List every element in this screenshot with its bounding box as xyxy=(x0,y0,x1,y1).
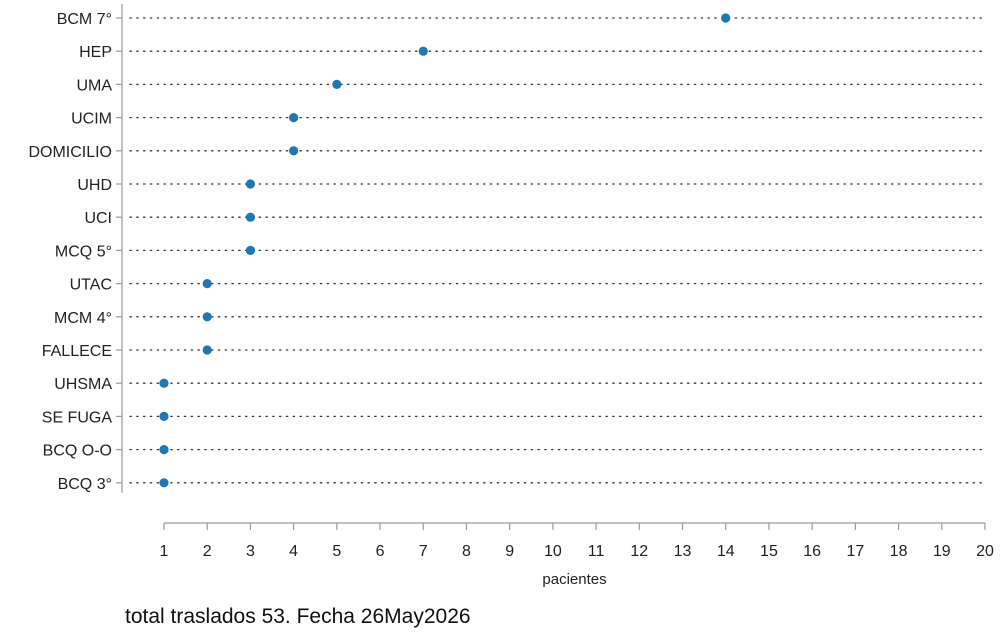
category-label: MCM 4° xyxy=(54,310,112,327)
x-tick-label: 15 xyxy=(760,543,778,560)
category-label: UCIM xyxy=(71,111,112,128)
data-point xyxy=(202,279,212,289)
x-tick-label: 16 xyxy=(803,543,821,560)
category-label: SE FUGA xyxy=(42,409,113,426)
x-tick-label: 17 xyxy=(846,543,864,560)
category-label: UMA xyxy=(76,77,112,94)
x-tick-label: 8 xyxy=(462,543,471,560)
data-point xyxy=(721,13,731,23)
x-tick-label: 10 xyxy=(544,543,562,560)
category-label: DOMICILIO xyxy=(28,144,112,161)
x-tick-label: 7 xyxy=(419,543,428,560)
x-tick-label: 4 xyxy=(289,543,298,560)
data-point xyxy=(418,46,428,56)
x-axis-title: pacientes xyxy=(542,571,606,588)
category-label: BCM 7° xyxy=(57,11,112,28)
data-point xyxy=(245,245,256,255)
category-label: FALLECE xyxy=(42,343,112,360)
x-tick-label: 9 xyxy=(505,543,514,560)
x-tick-label: 3 xyxy=(246,543,255,560)
data-point xyxy=(159,378,169,388)
data-point xyxy=(245,179,256,189)
data-point xyxy=(159,478,169,488)
x-tick-label: 1 xyxy=(160,543,169,560)
data-point xyxy=(202,345,212,355)
x-tick-label: 14 xyxy=(717,543,735,560)
x-tick-label: 19 xyxy=(933,543,951,560)
x-tick-label: 20 xyxy=(976,543,994,560)
y-axis: BCM 7° HEP UMA UCIM DOMICILIO UHD UCI MCQ 5° UTA… xyxy=(28,4,123,493)
data-points xyxy=(159,13,731,488)
category-label: UHSMA xyxy=(54,376,112,393)
dot-plot-chart: BCM 7° HEP UMA UCIM DOMICILIO UHD UCI MCQ 5° UTA… xyxy=(28,4,994,588)
category-label: BCQ 3° xyxy=(58,476,112,493)
data-point xyxy=(202,312,212,322)
x-tick-label: 13 xyxy=(674,543,692,560)
x-tick-label: 5 xyxy=(332,543,341,560)
category-label: MCQ 5° xyxy=(55,243,112,260)
category-label: BCQ O-O xyxy=(43,443,112,460)
footer-caption: total traslados 53. Fecha 26May2026 xyxy=(125,605,471,628)
x-axis: 1 2 3 4 5 6 7 8 9 10 11 12 13 14 15 16 17 18 19 20 xyxy=(160,522,994,560)
data-point xyxy=(289,146,299,156)
data-point xyxy=(289,113,299,123)
data-point xyxy=(332,79,342,89)
category-label: UCI xyxy=(84,210,112,227)
category-label: UHD xyxy=(77,177,112,194)
category-label: HEP xyxy=(79,44,112,61)
x-tick-label: 6 xyxy=(376,543,385,560)
data-point xyxy=(245,212,256,222)
x-tick-label: 2 xyxy=(203,543,212,560)
x-tick-label: 11 xyxy=(588,543,605,560)
x-tick-label: 18 xyxy=(890,543,908,560)
category-label: UTAC xyxy=(70,277,112,294)
data-point xyxy=(159,445,169,455)
data-point xyxy=(159,411,169,421)
x-tick-label: 12 xyxy=(630,543,648,560)
grid-lines xyxy=(129,17,986,484)
